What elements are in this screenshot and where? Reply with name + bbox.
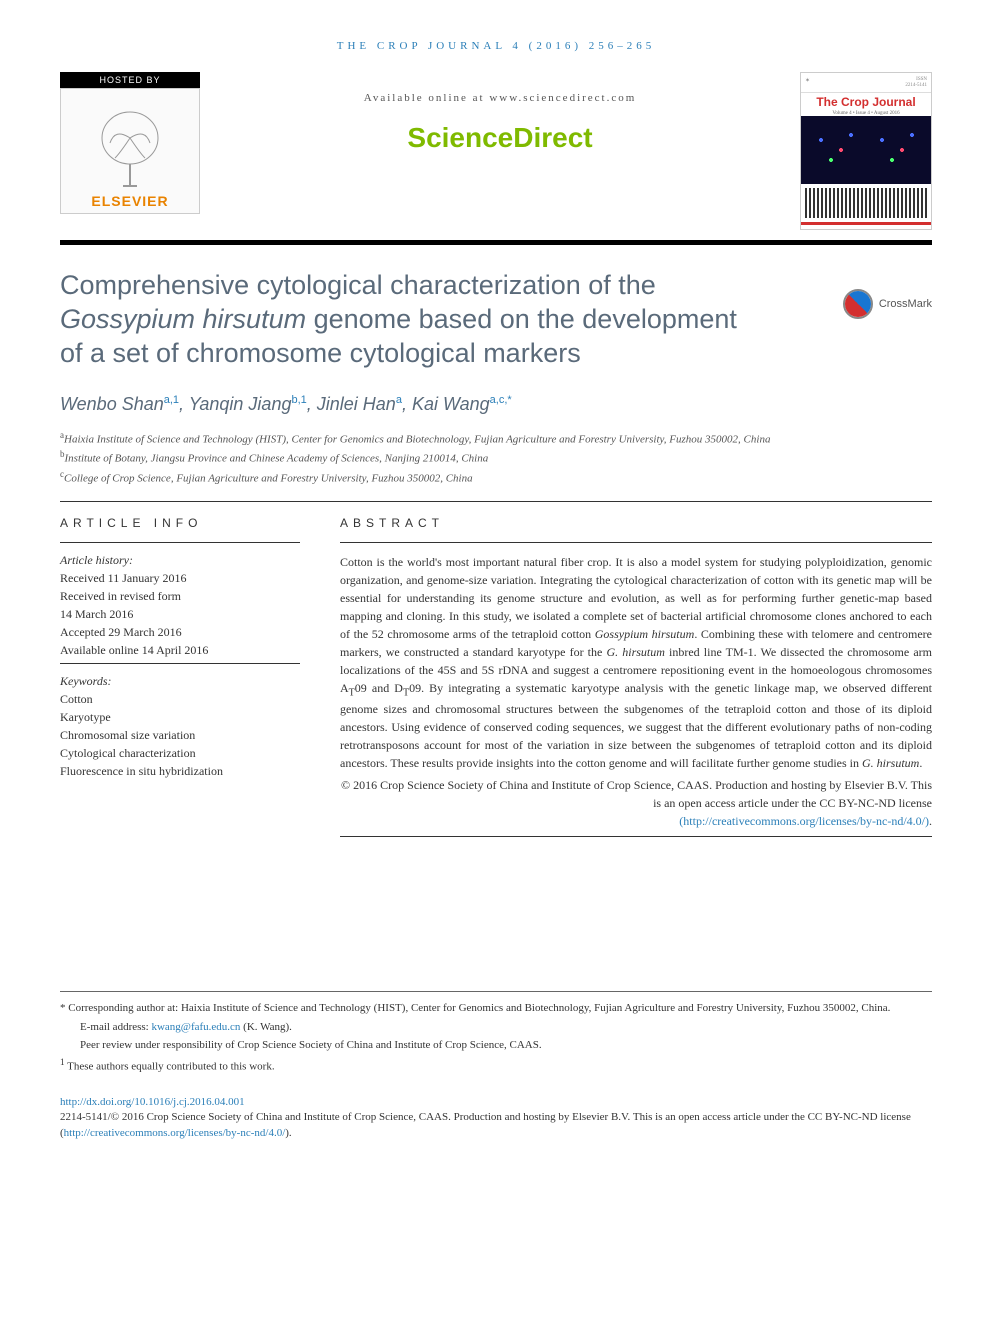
peer-review-note: Peer review under responsibility of Crop… (60, 1037, 932, 1054)
right-column: ABSTRACT Cotton is the world's most impo… (340, 516, 932, 851)
hosted-by-box: HOSTED BY ELSEVIER (60, 72, 200, 214)
cover-bottom (801, 225, 931, 229)
cc-license-link[interactable]: (http://creativecommons.org/licenses/by-… (679, 814, 929, 828)
keyword-item: Cotton (60, 690, 300, 708)
elsevier-tree-icon (95, 108, 165, 193)
cover-image (801, 116, 931, 184)
keyword-item: Fluorescence in situ hybridization (60, 762, 300, 780)
keywords: Keywords: CottonKaryotypeChromosomal siz… (60, 672, 300, 780)
left-column: ARTICLE INFO Article history: Received 1… (60, 516, 300, 851)
copyright: © 2016 Crop Science Society of China and… (340, 776, 932, 830)
abstract-head: ABSTRACT (340, 516, 932, 530)
affiliation: cCollege of Crop Science, Fujian Agricul… (60, 468, 932, 487)
authors: Wenbo Shana,1, Yanqin Jiangb,1, Jinlei H… (60, 394, 932, 415)
affiliation: bInstitute of Botany, Jiangsu Province a… (60, 448, 932, 467)
crossmark-text: CrossMark (879, 298, 932, 310)
doi-section: http://dx.doi.org/10.1016/j.cj.2016.04.0… (60, 1095, 932, 1141)
available-online-text: Available online at www.sciencedirect.co… (200, 92, 800, 104)
history-item: Received 11 January 2016 (60, 569, 300, 587)
sciencedirect-logo[interactable]: ScienceDirect (200, 122, 800, 154)
article-info-head: ARTICLE INFO (60, 516, 300, 530)
elsevier-logo: ELSEVIER (60, 88, 200, 214)
center-header: Available online at www.sciencedirect.co… (200, 72, 800, 154)
affiliations: aHaixia Institute of Science and Technol… (60, 429, 932, 486)
elsevier-wordmark: ELSEVIER (91, 193, 168, 209)
crossmark-icon (843, 289, 873, 319)
article-history: Article history: Received 11 January 201… (60, 551, 300, 659)
email-note: E-mail address: kwang@fafu.edu.cn (K. Wa… (60, 1019, 932, 1036)
footnotes: * Corresponding author at: Haixia Instit… (60, 991, 932, 1075)
history-item: Accepted 29 March 2016 (60, 623, 300, 641)
journal-cover: ✶ ISSN2214-5141 The Crop Journal Volume … (800, 72, 932, 230)
header-row: HOSTED BY ELSEVIER Available online at w… (60, 72, 932, 230)
cover-barcode (805, 188, 927, 218)
cover-top-left: ✶ (805, 77, 810, 88)
email-link[interactable]: kwang@fafu.edu.cn (151, 1021, 240, 1033)
equal-contribution-note: 1 These authors equally contributed to t… (60, 1056, 932, 1075)
keyword-item: Cytological characterization (60, 744, 300, 762)
article-title: Comprehensive cytological characterizati… (60, 269, 760, 370)
abstract-text: Cotton is the world's most important nat… (340, 553, 932, 772)
cc-link-footer[interactable]: http://creativecommons.org/licenses/by-n… (64, 1127, 286, 1139)
history-item: 14 March 2016 (60, 605, 300, 623)
affiliation: aHaixia Institute of Science and Technol… (60, 429, 932, 448)
corresponding-author-note: * Corresponding author at: Haixia Instit… (60, 1000, 932, 1017)
cover-title: The Crop Journal (801, 93, 931, 111)
history-item: Received in revised form (60, 587, 300, 605)
cover-top-right: ISSN2214-5141 (905, 77, 927, 88)
thick-rule (60, 240, 932, 245)
running-head: THE CROP JOURNAL 4 (2016) 256–265 (60, 40, 932, 52)
keyword-item: Karyotype (60, 708, 300, 726)
hosted-by-label: HOSTED BY (60, 72, 200, 88)
doi-link[interactable]: http://dx.doi.org/10.1016/j.cj.2016.04.0… (60, 1096, 245, 1108)
crossmark-badge[interactable]: CrossMark (843, 289, 932, 319)
keyword-item: Chromosomal size variation (60, 726, 300, 744)
history-item: Available online 14 April 2016 (60, 641, 300, 659)
rule-above-columns (60, 501, 932, 502)
